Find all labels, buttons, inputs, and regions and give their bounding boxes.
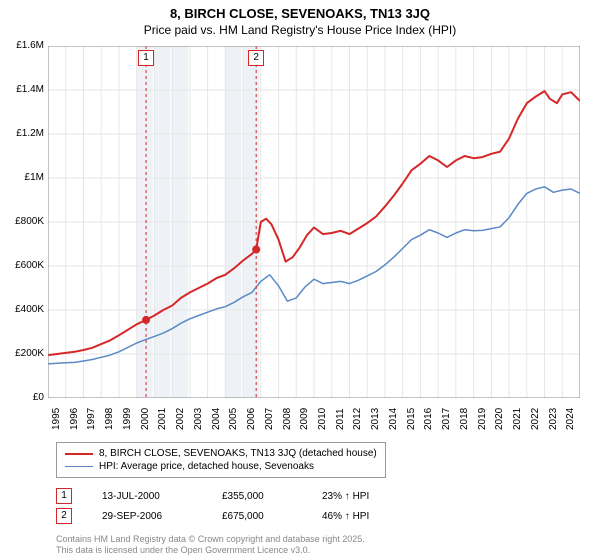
y-tick-label: £200K (0, 348, 44, 359)
x-tick-label: 2022 (530, 408, 541, 430)
footer-attribution: Contains HM Land Registry data © Crown c… (56, 534, 365, 556)
x-tick-label: 2020 (494, 408, 505, 430)
sale-events: 1 13-JUL-2000£355,00023% ↑ HPI 2 29-SEP-200… (56, 486, 442, 526)
x-tick-label: 2008 (282, 408, 293, 430)
y-tick-label: £1.6M (0, 40, 44, 51)
sale-row: 1 13-JUL-2000£355,00023% ↑ HPI (56, 486, 442, 506)
legend-label: HPI: Average price, detached house, Seve… (99, 461, 314, 472)
x-tick-label: 2021 (512, 408, 523, 430)
chart-svg (48, 46, 580, 398)
sale-marker-1: 1 (138, 50, 154, 66)
x-tick-label: 1998 (104, 408, 115, 430)
x-tick-label: 2015 (406, 408, 417, 430)
x-tick-label: 1996 (69, 408, 80, 430)
x-tick-label: 2004 (211, 408, 222, 430)
legend-item: 8, BIRCH CLOSE, SEVENOAKS, TN13 3JQ (det… (65, 447, 377, 460)
y-tick-label: £1.2M (0, 128, 44, 139)
x-tick-label: 2017 (441, 408, 452, 430)
sale-pct: 46% ↑ HPI (322, 511, 442, 522)
legend-swatch (65, 466, 93, 467)
x-axis-labels: 1995 1996 1997 1998 1999 2000 2001 2002 2003 2004… (48, 400, 580, 440)
x-tick-label: 2006 (246, 408, 257, 430)
y-tick-label: £400K (0, 304, 44, 315)
footer-line-1: Contains HM Land Registry data © Crown c… (56, 534, 365, 545)
y-tick-label: £1M (0, 172, 44, 183)
x-tick-label: 2014 (388, 408, 399, 430)
x-tick-label: 1997 (86, 408, 97, 430)
sale-row-marker: 1 (56, 488, 72, 504)
x-tick-label: 2003 (193, 408, 204, 430)
x-tick-label: 1995 (51, 408, 62, 430)
footer-line-2: This data is licensed under the Open Gov… (56, 545, 365, 556)
chart-plot-area (48, 46, 580, 398)
legend: 8, BIRCH CLOSE, SEVENOAKS, TN13 3JQ (det… (56, 442, 386, 478)
sale-row-marker: 2 (56, 508, 72, 524)
chart-title: 8, BIRCH CLOSE, SEVENOAKS, TN13 3JQ (0, 0, 600, 23)
x-tick-label: 2012 (352, 408, 363, 430)
x-tick-label: 2009 (299, 408, 310, 430)
x-tick-label: 2010 (317, 408, 328, 430)
x-tick-label: 2018 (459, 408, 470, 430)
sale-price: £675,000 (222, 511, 322, 522)
x-tick-label: 2011 (335, 408, 346, 430)
x-tick-label: 2000 (140, 408, 151, 430)
x-tick-label: 2005 (228, 408, 239, 430)
x-tick-label: 2016 (423, 408, 434, 430)
chart-container: 8, BIRCH CLOSE, SEVENOAKS, TN13 3JQ Pric… (0, 0, 600, 560)
legend-label: 8, BIRCH CLOSE, SEVENOAKS, TN13 3JQ (det… (99, 448, 377, 459)
sale-price: £355,000 (222, 491, 322, 502)
chart-subtitle: Price paid vs. HM Land Registry's House … (0, 23, 600, 41)
x-tick-label: 2007 (264, 408, 275, 430)
sale-pct: 23% ↑ HPI (322, 491, 442, 502)
sale-date: 29-SEP-2006 (102, 511, 222, 522)
x-tick-label: 1999 (122, 408, 133, 430)
y-tick-label: £1.4M (0, 84, 44, 95)
y-tick-label: £0 (0, 392, 44, 403)
sale-marker-2: 2 (248, 50, 264, 66)
legend-item: HPI: Average price, detached house, Seve… (65, 460, 377, 473)
x-tick-label: 2002 (175, 408, 186, 430)
legend-swatch (65, 453, 93, 455)
x-tick-label: 2023 (548, 408, 559, 430)
y-tick-label: £800K (0, 216, 44, 227)
x-tick-label: 2019 (477, 408, 488, 430)
sale-row: 2 29-SEP-2006£675,00046% ↑ HPI (56, 506, 442, 526)
y-tick-label: £600K (0, 260, 44, 271)
x-tick-label: 2001 (157, 408, 168, 430)
x-tick-label: 2013 (370, 408, 381, 430)
sale-date: 13-JUL-2000 (102, 491, 222, 502)
x-tick-label: 2024 (565, 408, 576, 430)
